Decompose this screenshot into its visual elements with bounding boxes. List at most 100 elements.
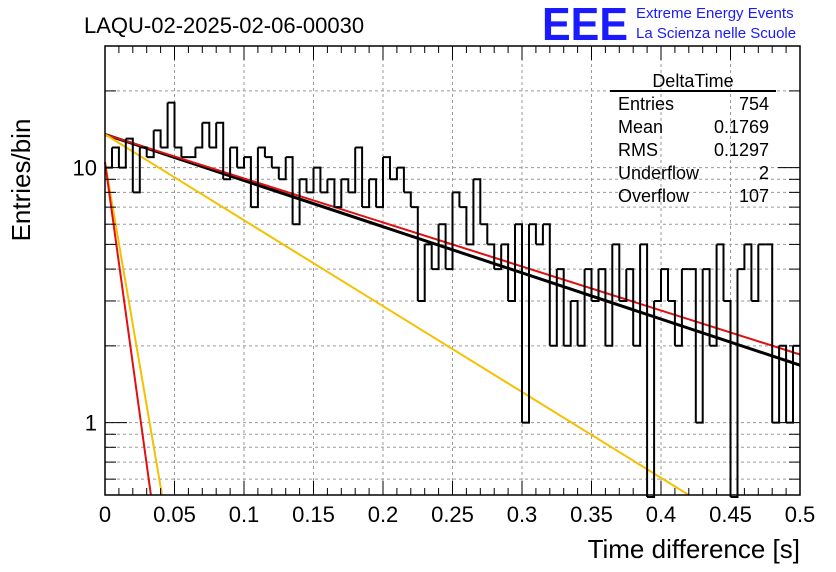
grid-lines — [105, 45, 800, 495]
histogram-bin — [515, 223, 523, 423]
stats-value: 2 — [759, 163, 769, 183]
stats-value: 0.1769 — [714, 117, 769, 137]
histogram-bin — [445, 192, 454, 271]
stats-label: Underflow — [618, 163, 700, 183]
histogram-bin — [424, 243, 433, 270]
histogram-bin — [688, 268, 697, 423]
histogram-bin — [786, 345, 794, 424]
x-tick-label: 0.4 — [646, 502, 677, 527]
histogram-bin — [362, 179, 371, 209]
histogram-bin — [466, 179, 475, 246]
histogram-bin — [153, 129, 162, 148]
x-tick-label: 0 — [99, 502, 111, 527]
logo-subtitle-1: Extreme Energy Events — [636, 5, 794, 22]
histogram-bin — [647, 301, 656, 498]
histogram-bin — [501, 243, 510, 301]
x-tick-label: 0.3 — [507, 502, 538, 527]
stats-value: 0.1297 — [714, 140, 769, 160]
x-tick-label: 0.15 — [292, 502, 335, 527]
logo-subtitle-2: La Scienza nelle Scuole — [636, 25, 796, 42]
histogram-bin — [264, 156, 273, 168]
histogram-bin — [174, 146, 183, 158]
histogram-bin — [132, 147, 141, 194]
histogram-bin — [313, 166, 322, 193]
histogram-bin — [473, 178, 482, 225]
histogram-bin — [285, 156, 294, 225]
histogram-bin — [250, 147, 259, 209]
histogram-bin — [410, 206, 419, 301]
x-tick-label: 0.45 — [709, 502, 752, 527]
histogram-bin — [598, 268, 607, 346]
histogram-bin — [716, 243, 725, 301]
histogram-bin — [146, 130, 155, 159]
histogram-bin — [306, 167, 315, 194]
histogram-bin — [112, 146, 120, 168]
histogram-bin — [737, 244, 746, 271]
histogram-bin — [230, 146, 239, 168]
histogram-bin — [431, 224, 440, 271]
histogram-bin — [417, 244, 426, 302]
histogram-bin — [278, 157, 287, 181]
histogram-bin — [334, 179, 343, 209]
histogram-bin — [209, 122, 218, 149]
histogram-bin — [487, 243, 496, 270]
histogram-bin — [702, 268, 711, 346]
histogram-bin — [271, 166, 280, 180]
histogram-bin — [522, 224, 530, 424]
histogram-bin — [216, 121, 225, 180]
histogram-bin — [751, 244, 760, 302]
histogram-bin — [591, 269, 600, 302]
histogram-bin — [605, 244, 614, 347]
histogram-bin — [139, 146, 148, 158]
y-axis-title: Entries/bin — [6, 119, 36, 242]
chart-title: LAQU-02-2025-02-06-00030 — [84, 13, 364, 38]
x-tick-label: 0.35 — [570, 502, 613, 527]
histogram-bin — [723, 300, 732, 497]
histogram-bin — [223, 147, 232, 181]
histogram-bin — [612, 243, 621, 301]
histogram-bin — [668, 300, 676, 346]
eee-logo: EEE — [542, 0, 628, 50]
stats-label: RMS — [618, 140, 658, 160]
histogram-bin — [508, 224, 516, 302]
histogram-bin — [237, 157, 245, 169]
histogram-bin — [633, 244, 642, 347]
histogram-bin — [549, 269, 558, 347]
histogram-bin — [369, 178, 378, 208]
histogram-bin — [640, 243, 649, 497]
stats-rows: Entries 754 Mean 0.1769 RMS 0.1297 Underflow 2 O… — [618, 94, 769, 206]
histogram-bin — [695, 269, 704, 424]
histogram-bin — [765, 243, 774, 423]
histogram-bin — [563, 301, 572, 347]
histogram-bin — [188, 147, 197, 159]
x-tick-labels: 0 0.05 0.1 0.15 0.2 0.25 0.3 0.35 0.4 0.45 0.5 — [99, 502, 815, 527]
histogram-bin — [438, 223, 447, 270]
histogram-bin — [452, 191, 461, 208]
histogram-bin — [195, 122, 204, 149]
x-tick-label: 0.05 — [153, 502, 196, 527]
histogram-bin — [619, 269, 628, 302]
histogram-bin — [459, 206, 468, 245]
histogram-bin — [348, 147, 357, 194]
histogram-bin — [779, 344, 788, 423]
histogram-bin — [626, 268, 635, 346]
histogram-bin — [494, 244, 503, 271]
histogram-bin — [542, 223, 551, 346]
histogram-bin — [355, 146, 364, 208]
histogram-bin — [160, 102, 169, 149]
histogram-bin — [570, 300, 579, 346]
histogram-bin — [292, 179, 301, 226]
stats-label: Mean — [618, 117, 663, 137]
fit-curve — [104, 162, 152, 496]
stats-label: Overflow — [618, 186, 690, 206]
histogram-bin — [584, 268, 593, 301]
histogram-bin — [535, 224, 544, 246]
histogram-bin — [480, 223, 489, 245]
histogram-bin — [167, 101, 176, 148]
histogram-bin — [403, 191, 412, 208]
histogram-bin — [376, 157, 384, 209]
histogram-bin — [730, 269, 739, 498]
axis-ticks — [104, 45, 801, 495]
y-tick-labels: 1 10 — [73, 156, 97, 436]
histogram-bin — [654, 269, 662, 302]
